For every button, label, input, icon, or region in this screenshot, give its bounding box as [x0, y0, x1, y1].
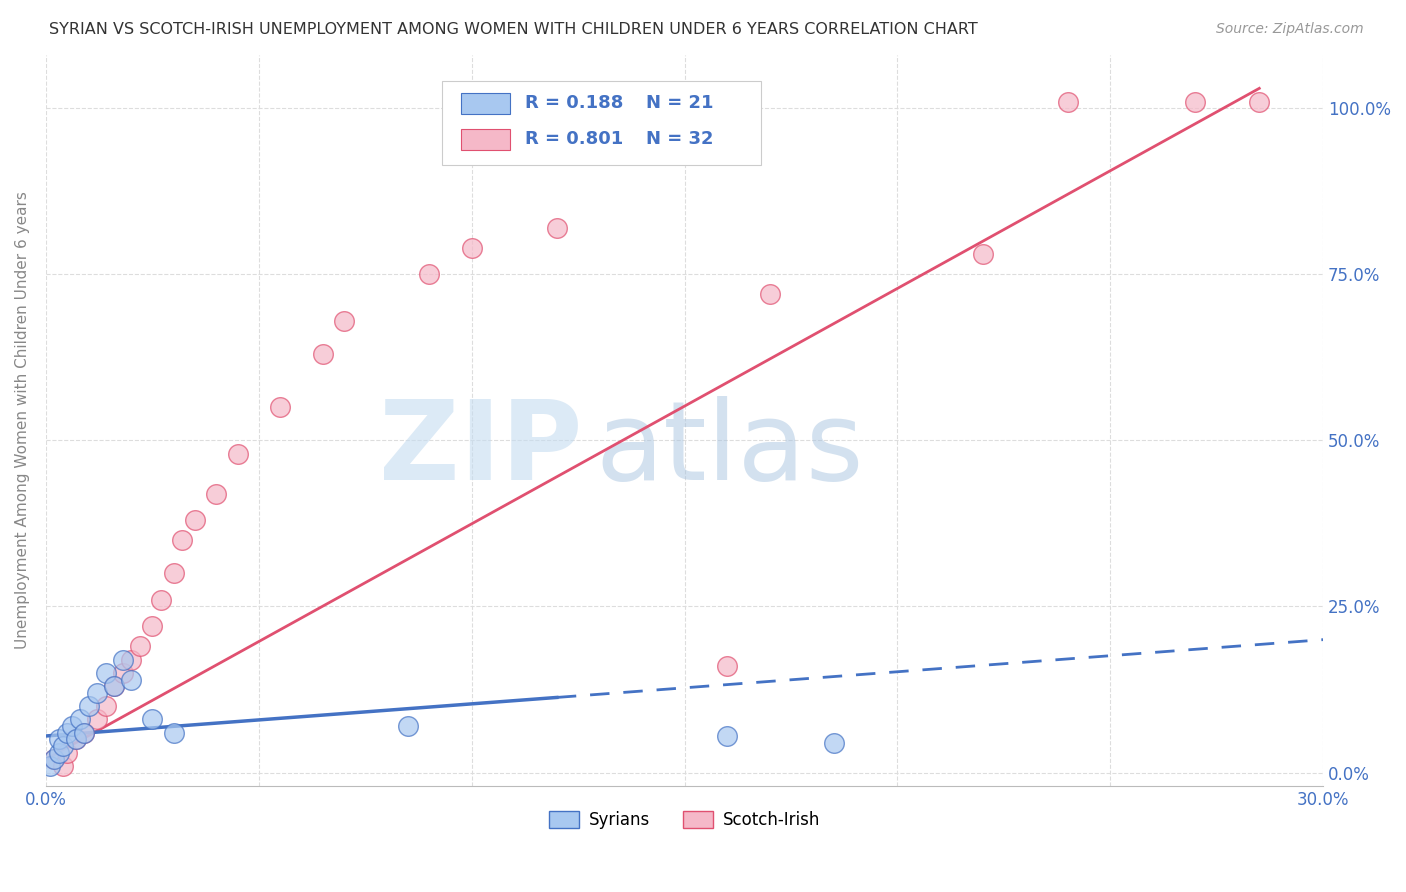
Legend: Syrians, Scotch-Irish: Syrians, Scotch-Irish [541, 805, 827, 836]
Point [972, 247, 994, 261]
Point [1056, 95, 1078, 109]
Point [758, 287, 780, 301]
Point [418, 268, 440, 282]
Point [52, 759, 75, 773]
Point [695, 95, 717, 109]
Text: N = 21: N = 21 [647, 95, 714, 112]
Point [226, 447, 249, 461]
Point [269, 400, 291, 414]
Point [141, 619, 163, 633]
Y-axis label: Unemployment Among Women with Children Under 6 years: Unemployment Among Women with Children U… [15, 192, 30, 649]
Text: ZIP: ZIP [380, 396, 582, 503]
Point [312, 347, 335, 361]
Point [65, 732, 87, 747]
Point [103, 679, 125, 693]
Point [56, 746, 79, 760]
Point [73, 725, 96, 739]
Text: R = 0.801: R = 0.801 [524, 130, 623, 148]
Point [172, 533, 194, 547]
Point [48, 746, 70, 760]
Point [111, 652, 134, 666]
Point [86, 712, 108, 726]
Point [1184, 95, 1206, 109]
Point [73, 725, 96, 739]
Point [60, 719, 83, 733]
Point [69, 712, 91, 726]
Text: atlas: atlas [595, 396, 863, 503]
Point [94, 699, 117, 714]
Point [94, 665, 117, 680]
Text: Source: ZipAtlas.com: Source: ZipAtlas.com [1216, 22, 1364, 37]
Point [44, 752, 66, 766]
Text: R = 0.188: R = 0.188 [524, 95, 623, 112]
Point [86, 686, 108, 700]
FancyBboxPatch shape [441, 80, 761, 165]
Point [65, 732, 87, 747]
Point [149, 592, 172, 607]
Point [48, 732, 70, 747]
FancyBboxPatch shape [461, 93, 509, 113]
Point [631, 95, 654, 109]
Point [205, 486, 228, 500]
Point [546, 220, 568, 235]
Point [716, 659, 738, 673]
Point [184, 513, 207, 527]
Point [52, 739, 75, 753]
Point [56, 725, 79, 739]
Point [716, 729, 738, 743]
Point [823, 736, 845, 750]
Point [141, 712, 163, 726]
Point [111, 665, 134, 680]
Point [163, 566, 186, 581]
Text: SYRIAN VS SCOTCH-IRISH UNEMPLOYMENT AMONG WOMEN WITH CHILDREN UNDER 6 YEARS CORR: SYRIAN VS SCOTCH-IRISH UNEMPLOYMENT AMON… [49, 22, 979, 37]
Point [39, 759, 62, 773]
Point [120, 673, 142, 687]
Point [120, 652, 142, 666]
Point [77, 699, 100, 714]
Point [396, 719, 419, 733]
Point [1249, 95, 1271, 109]
Text: N = 32: N = 32 [647, 130, 714, 148]
Point [128, 640, 150, 654]
FancyBboxPatch shape [461, 129, 509, 150]
Point [333, 314, 356, 328]
Point [44, 752, 66, 766]
Point [460, 241, 482, 255]
Point [163, 725, 186, 739]
Point [103, 679, 125, 693]
